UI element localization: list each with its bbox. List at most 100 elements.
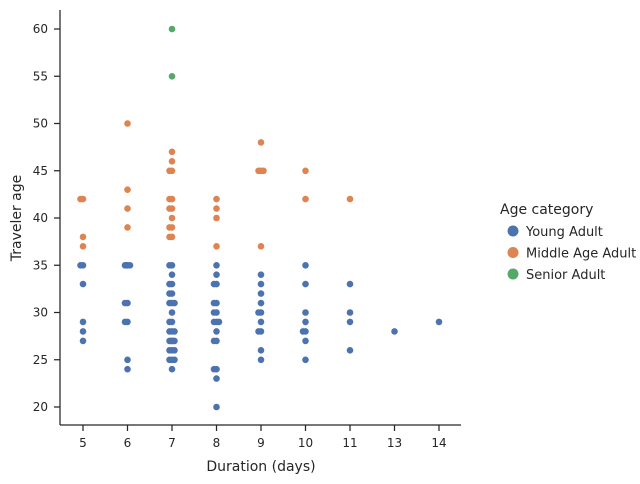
- data-point: [213, 403, 220, 411]
- data-point: [257, 243, 265, 250]
- data-point: [79, 328, 87, 335]
- data-point: [124, 365, 131, 373]
- data-point: [168, 309, 176, 316]
- data-point: [302, 167, 309, 175]
- data-point: [79, 243, 87, 250]
- data-point: [210, 299, 218, 307]
- x-tick-label: 7: [168, 436, 176, 450]
- data-point: [166, 195, 173, 203]
- data-point: [346, 309, 354, 316]
- data-point: [257, 139, 265, 146]
- data-point: [255, 328, 262, 335]
- data-point: [123, 262, 130, 269]
- points-layer: [77, 25, 443, 411]
- data-point: [302, 280, 309, 288]
- x-tick-label: 14: [431, 436, 446, 450]
- ticks-layer: 5 6 7 8 9 10 11 13 14 20 25 30 35 40 45 50 55 60: [33, 22, 447, 450]
- data-point: [260, 167, 267, 175]
- data-point: [257, 299, 265, 307]
- y-tick-label: 50: [33, 117, 48, 131]
- data-point: [168, 158, 176, 165]
- x-tick-label: 5: [79, 436, 87, 450]
- legend: Age category Young Adult Middle Age Adult…: [500, 202, 636, 283]
- data-point: [210, 309, 218, 316]
- data-point: [257, 271, 265, 279]
- data-point: [302, 309, 309, 316]
- data-point: [257, 356, 265, 364]
- data-point: [213, 262, 220, 269]
- data-point: [121, 299, 129, 307]
- data-point: [213, 205, 220, 212]
- data-point: [166, 318, 173, 326]
- legend-marker: [507, 225, 519, 237]
- y-tick-label: 20: [33, 400, 48, 414]
- y-tick-label: 25: [33, 353, 48, 367]
- data-point: [168, 148, 176, 156]
- data-point: [166, 356, 173, 364]
- legend-label: Middle Age Adult: [526, 247, 636, 262]
- y-tick-label: 40: [33, 211, 48, 225]
- data-point: [168, 271, 176, 279]
- data-point: [346, 195, 354, 203]
- data-point: [168, 214, 176, 222]
- data-point: [166, 167, 173, 175]
- data-point: [79, 280, 87, 288]
- data-point: [213, 271, 220, 279]
- data-point: [124, 224, 131, 231]
- data-point: [213, 328, 220, 335]
- data-point: [299, 328, 307, 335]
- data-point: [213, 243, 220, 250]
- data-point: [346, 318, 354, 326]
- data-point: [124, 356, 131, 364]
- x-tick-label: 9: [257, 436, 265, 450]
- data-point: [210, 365, 218, 373]
- data-point: [257, 280, 265, 288]
- x-tick-label: 13: [387, 436, 402, 450]
- data-point: [79, 337, 87, 345]
- legend-label: Young Adult: [525, 225, 603, 240]
- data-point: [435, 318, 443, 326]
- x-tick-label: 6: [124, 436, 132, 450]
- x-tick-label: 10: [298, 436, 313, 450]
- y-tick-label: 45: [33, 164, 48, 178]
- data-point: [168, 365, 176, 373]
- data-point: [210, 318, 218, 326]
- data-point: [255, 167, 262, 175]
- data-point: [166, 205, 173, 212]
- x-tick-label: 11: [342, 436, 357, 450]
- data-point: [213, 375, 220, 382]
- data-point: [166, 290, 173, 297]
- data-point: [166, 328, 173, 335]
- x-axis-label: Duration (days): [206, 459, 315, 475]
- data-point: [166, 224, 173, 231]
- data-point: [121, 318, 129, 326]
- data-point: [166, 233, 173, 241]
- data-point: [171, 356, 178, 364]
- data-point: [124, 205, 131, 212]
- data-point: [171, 328, 178, 335]
- data-point: [79, 233, 87, 241]
- data-point: [215, 318, 223, 326]
- data-point: [302, 318, 309, 326]
- legend-marker: [507, 247, 519, 258]
- data-point: [77, 262, 84, 269]
- data-point: [210, 337, 218, 345]
- data-point: [391, 328, 398, 335]
- data-point: [346, 280, 354, 288]
- data-point: [124, 186, 131, 193]
- data-point: [257, 290, 265, 297]
- y-tick-label: 55: [33, 69, 48, 83]
- data-point: [302, 337, 309, 345]
- y-axis-label: Traveler age: [9, 175, 25, 263]
- data-point: [213, 214, 220, 222]
- data-point: [166, 347, 173, 354]
- data-point: [166, 262, 173, 269]
- data-point: [213, 195, 220, 203]
- data-point: [257, 347, 265, 354]
- data-point: [171, 347, 178, 354]
- y-tick-label: 35: [33, 258, 48, 272]
- data-point: [210, 280, 218, 288]
- legend-marker: [507, 268, 519, 280]
- legend-label: Senior Adult: [526, 268, 605, 283]
